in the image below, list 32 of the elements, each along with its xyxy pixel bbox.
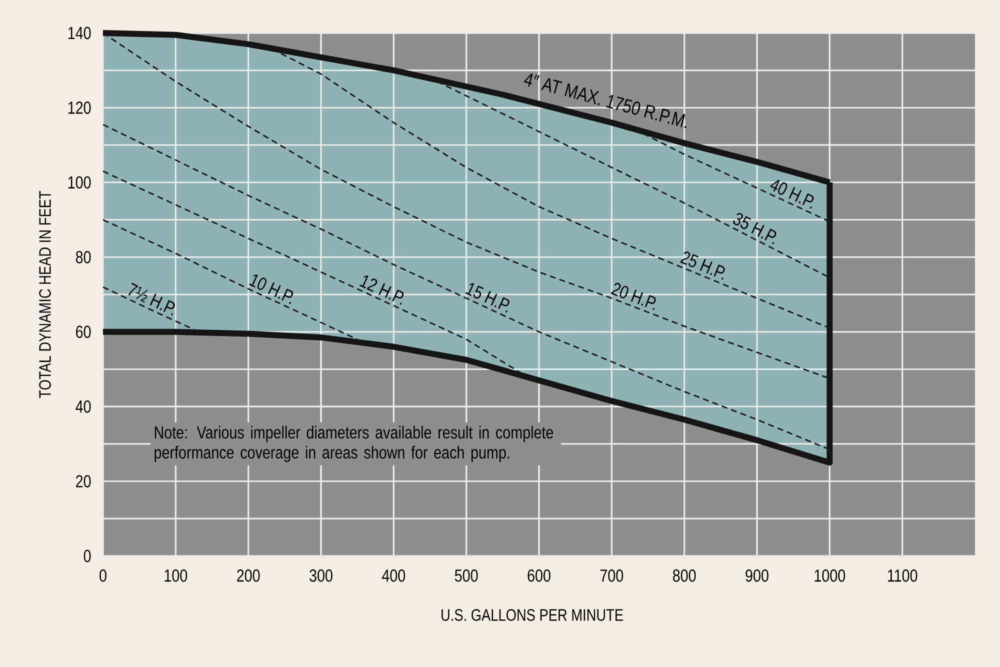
text: 15 H.P. [465,283,510,313]
x-tick-label: 400 [382,569,406,582]
x-axis-title: U.S. GALLONS PER MINUTE [442,609,623,621]
x-tick-label: 700 [600,569,624,582]
x-tick-label: 900 [746,569,768,582]
x-tick-label: 1000 [814,569,846,582]
y-tick-label: 120 [68,102,91,114]
x-tick-label: 300 [310,569,332,582]
x-tick-label: 1100 [888,569,918,582]
text: 7½ H.P. [128,282,175,316]
text: 40 H.P. [770,180,814,209]
text: 4″ AT MAX. 1750 R.P.M. [524,74,686,128]
y-tick-label: 80 [76,250,91,264]
x-tick-label: 800 [672,569,696,582]
text: 20 H.P. [610,282,656,310]
x-tick-label: 500 [454,569,478,582]
annotation: Note: Various impeller diameters available result in complete performance coverage in areas shown for each pump. [154,426,554,462]
y-tick-label: 140 [68,26,91,40]
text: 35 H.P. [733,212,776,244]
y-tick-label: 100 [68,176,91,189]
text: 10 H.P. [248,274,294,304]
text: 25 H.P. [680,252,725,280]
x-tick-label: 0 [100,569,106,582]
y-tick-label: 40 [76,400,91,413]
x-tick-label: 200 [237,569,260,582]
text: 12 H.P. [360,276,404,305]
y-tick-label: 0 [84,550,91,562]
y-axis-title: TOTAL DYNAMIC HEAD IN FEET [39,191,51,398]
x-tick-label: 600 [528,569,550,582]
x-tick-label: 100 [164,569,188,582]
y-tick-label: 60 [76,326,91,338]
y-tick-label: 20 [76,475,91,488]
